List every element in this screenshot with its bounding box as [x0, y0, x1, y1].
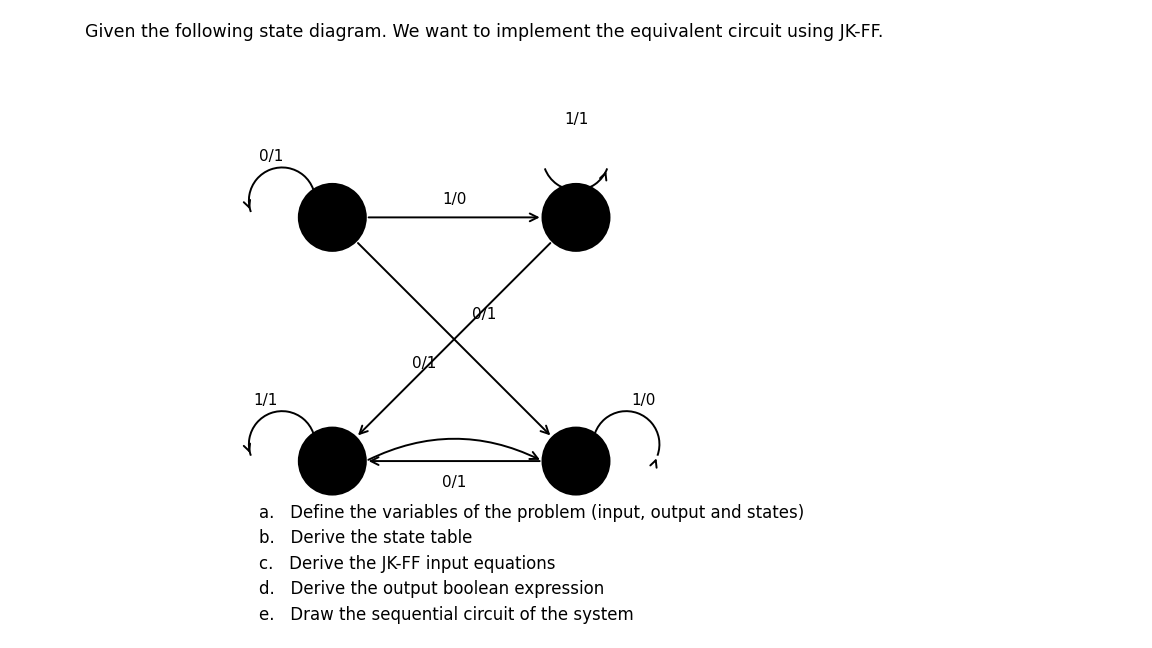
Circle shape [298, 184, 366, 251]
Text: d.   Derive the output boolean expression: d. Derive the output boolean expression [259, 581, 605, 599]
Text: 0/1: 0/1 [259, 149, 283, 164]
Circle shape [543, 184, 609, 251]
Text: e.   Draw the sequential circuit of the system: e. Draw the sequential circuit of the sy… [259, 606, 634, 624]
Text: 00: 00 [321, 209, 343, 226]
Text: Given the following state diagram. We want to implement the equivalent circuit u: Given the following state diagram. We wa… [84, 23, 884, 41]
Text: 1/0: 1/0 [631, 393, 655, 408]
Text: a.   Define the variables of the problem (input, output and states): a. Define the variables of the problem (… [259, 503, 804, 522]
Text: 0/1: 0/1 [442, 475, 467, 490]
Text: 11: 11 [321, 452, 343, 470]
Text: b.   Derive the state table: b. Derive the state table [259, 529, 472, 548]
Text: 1/1: 1/1 [563, 112, 589, 128]
Text: 0/1: 0/1 [411, 356, 435, 371]
Circle shape [543, 428, 609, 494]
Text: 1/1: 1/1 [253, 393, 278, 408]
Text: 1/0: 1/0 [442, 192, 467, 207]
Text: 10: 10 [566, 452, 586, 470]
Text: c.   Derive the JK-FF input equations: c. Derive the JK-FF input equations [259, 555, 555, 573]
Text: 0/1: 0/1 [472, 307, 497, 322]
Circle shape [298, 428, 366, 494]
Text: 01: 01 [566, 209, 586, 226]
